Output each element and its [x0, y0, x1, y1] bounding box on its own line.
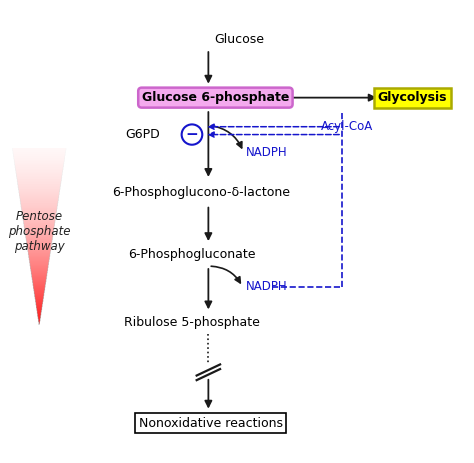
Text: Acyl-CoA: Acyl-CoA	[320, 120, 373, 133]
Text: Nonoxidative reactions: Nonoxidative reactions	[139, 417, 283, 430]
Text: Glucose 6-phosphate: Glucose 6-phosphate	[142, 91, 289, 104]
Text: G6PD: G6PD	[125, 128, 160, 141]
Text: Glycolysis: Glycolysis	[378, 91, 447, 104]
Text: −: −	[186, 127, 198, 142]
Text: 6-Phosphogluconate: 6-Phosphogluconate	[128, 248, 255, 261]
Text: NADPH: NADPH	[246, 281, 288, 294]
Text: Ribulose 5-phosphate: Ribulose 5-phosphate	[124, 316, 260, 329]
Text: Glucose: Glucose	[214, 33, 264, 46]
Circle shape	[182, 125, 202, 145]
Text: NADPH: NADPH	[246, 145, 288, 159]
Text: Pentose
phosphate
pathway: Pentose phosphate pathway	[9, 210, 71, 253]
Text: 6-Phosphoglucono-δ-lactone: 6-Phosphoglucono-δ-lactone	[112, 186, 291, 199]
